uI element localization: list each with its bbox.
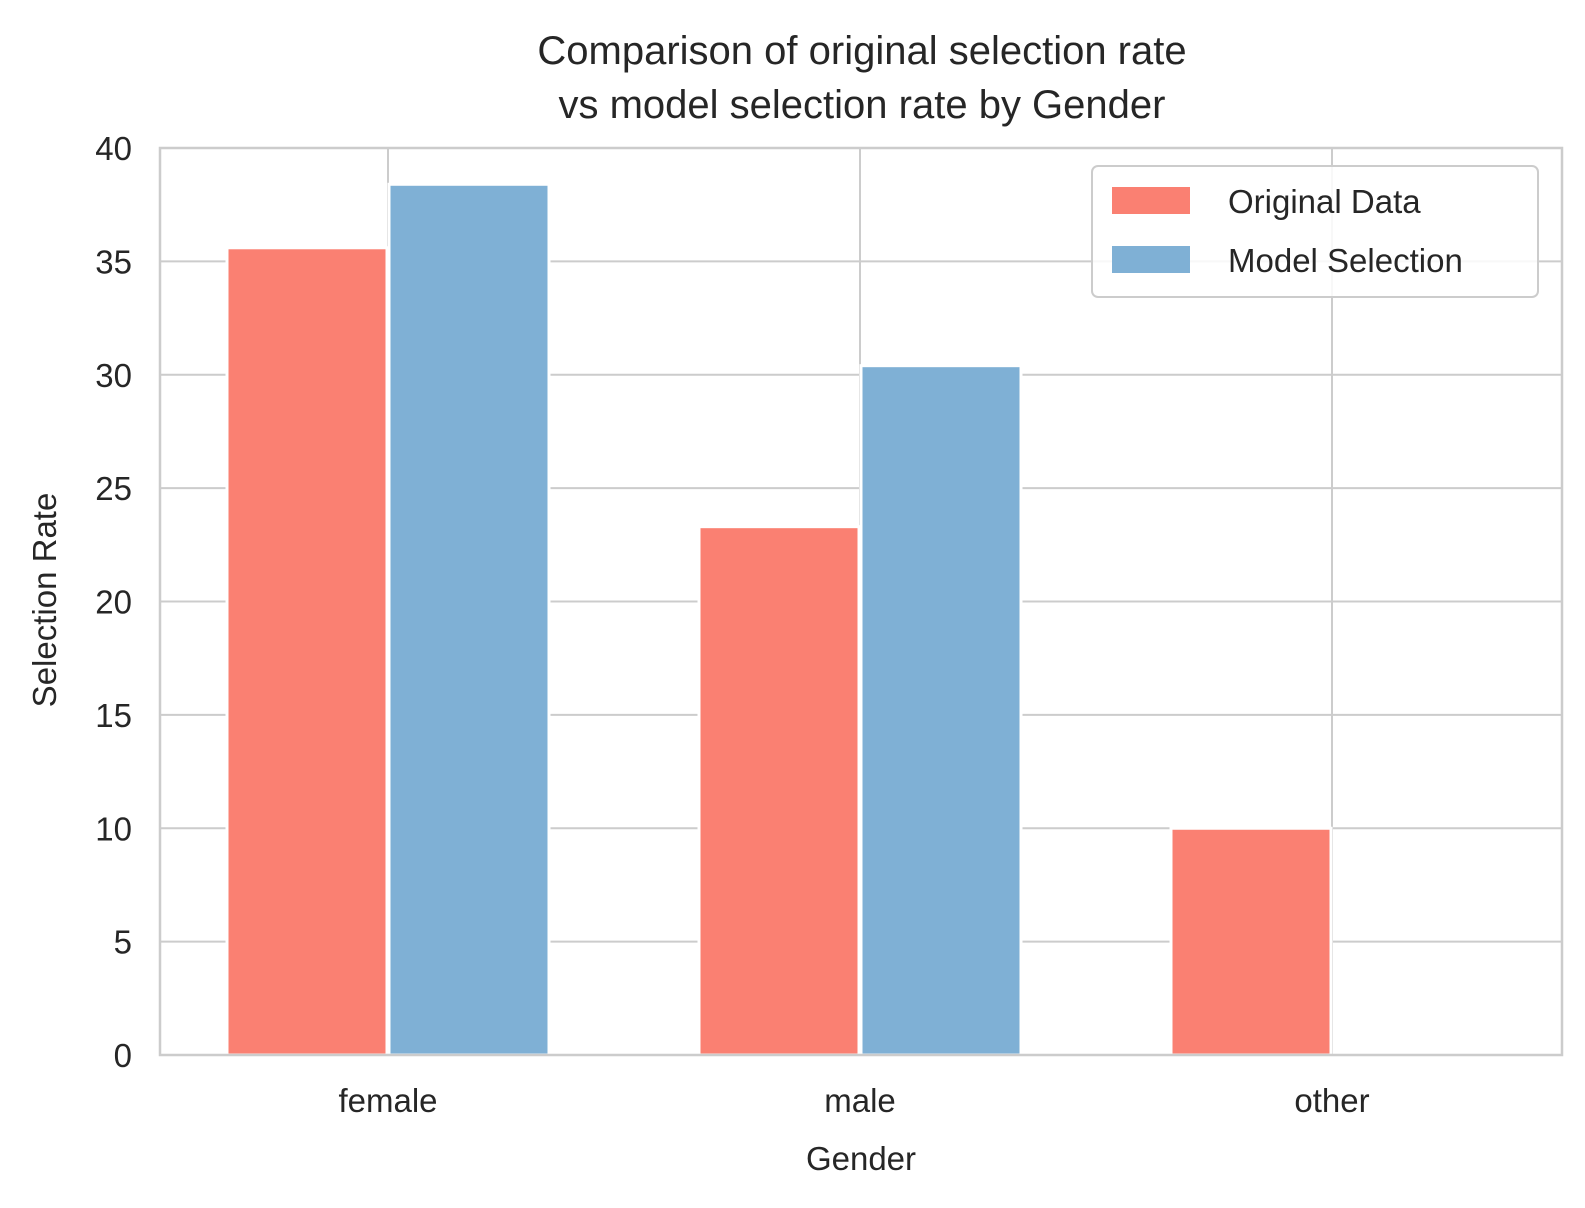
- y-tick-label: 20: [95, 584, 132, 621]
- chart-title-line1: Comparison of original selection rate: [537, 29, 1186, 73]
- x-tick-label: female: [338, 1082, 437, 1119]
- bar-original-data-male: [697, 525, 861, 1057]
- legend-label-model-selection: Model Selection: [1228, 242, 1463, 279]
- y-tick-label: 25: [95, 470, 132, 507]
- tick-labels: 0 5 10 15 20 25 30 35 40 female male other: [95, 130, 1369, 1119]
- legend-label-original-data: Original Data: [1228, 183, 1421, 220]
- chart-title-line2: vs model selection rate by Gender: [559, 83, 1166, 127]
- bars: [225, 182, 1333, 1057]
- bar-model-selection-female: [387, 182, 551, 1057]
- bar-original-data-other: [1169, 826, 1333, 1057]
- y-tick-label: 35: [95, 243, 132, 280]
- x-axis-label: Gender: [806, 1140, 916, 1177]
- legend: Original Data Model Selection: [1091, 165, 1539, 298]
- plot-frame: [158, 146, 1564, 1057]
- y-tick-label: 30: [95, 357, 132, 394]
- bar-original-data-female: [225, 246, 389, 1057]
- legend-swatch-model-selection: [1112, 246, 1190, 273]
- x-tick-label: male: [824, 1082, 896, 1119]
- y-axis-label: Selection Rate: [26, 493, 63, 708]
- y-tick-label: 10: [95, 810, 132, 847]
- axes: [158, 146, 1564, 1057]
- legend-box: [1091, 165, 1539, 298]
- x-tick-label: other: [1294, 1082, 1369, 1119]
- y-tick-label: 40: [95, 130, 132, 167]
- y-tick-label: 15: [95, 697, 132, 734]
- legend-swatch-original-data: [1112, 187, 1190, 214]
- y-tick-label: 0: [114, 1037, 132, 1074]
- bar-model-selection-male: [859, 364, 1023, 1057]
- y-tick-label: 5: [114, 924, 132, 961]
